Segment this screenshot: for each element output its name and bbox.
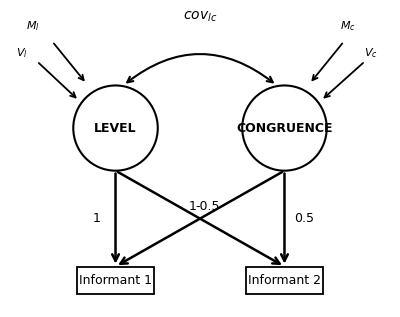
Text: $\mathit{V}_c$: $\mathit{V}_c$: [364, 47, 378, 61]
Ellipse shape: [242, 86, 327, 171]
Text: -0.5: -0.5: [196, 200, 220, 213]
Text: $\mathit{V}_l$: $\mathit{V}_l$: [16, 47, 27, 61]
Text: $\mathit{M}_l$: $\mathit{M}_l$: [26, 19, 40, 33]
Text: CONGRUENCE: CONGRUENCE: [236, 121, 333, 135]
FancyArrowPatch shape: [127, 54, 273, 82]
Text: Informant 2: Informant 2: [248, 274, 321, 287]
Text: Informant 1: Informant 1: [79, 274, 152, 287]
Ellipse shape: [73, 86, 158, 171]
Text: $\mathit{M}_c$: $\mathit{M}_c$: [340, 19, 356, 33]
Bar: [246, 267, 323, 294]
Bar: [77, 267, 154, 294]
Text: LEVEL: LEVEL: [94, 121, 137, 135]
Text: 0.5: 0.5: [294, 212, 314, 225]
Text: 1: 1: [188, 200, 196, 213]
Text: $\mathit{cov}_{lc}$: $\mathit{cov}_{lc}$: [183, 10, 217, 24]
Text: 1: 1: [92, 212, 100, 225]
